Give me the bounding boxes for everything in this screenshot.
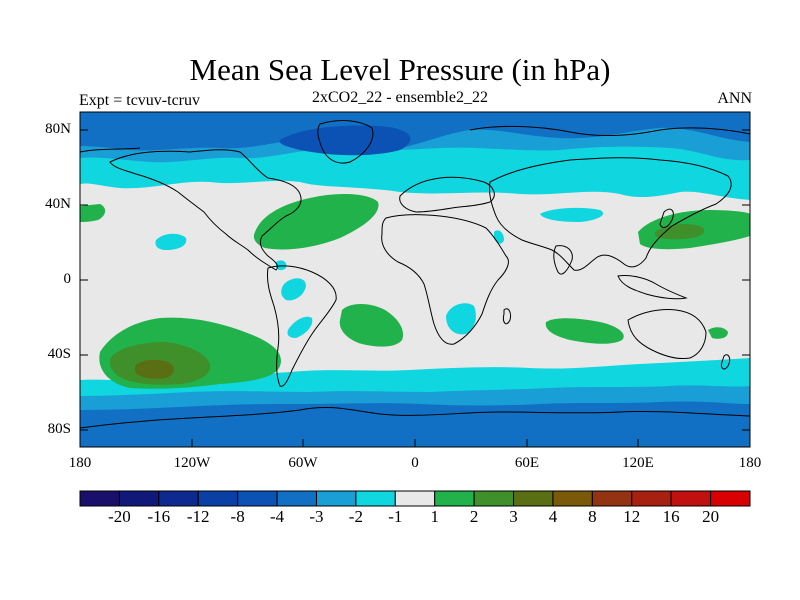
lat-tick-40s: 40S bbox=[47, 346, 71, 362]
south-america-low-patch-2 bbox=[287, 316, 313, 338]
east-pacific-low-patch bbox=[276, 260, 287, 271]
ensemble-label: 2xCO2_22 - ensemble2_22 bbox=[312, 89, 488, 106]
page-title: Mean Sea Level Pressure (in hPa) bbox=[189, 52, 611, 87]
lon-tick-180w: 180 bbox=[68, 455, 92, 471]
south-pacific-high-4 bbox=[135, 359, 174, 379]
lon-tick-60w: 60W bbox=[288, 455, 318, 471]
colorbar-label: -4 bbox=[269, 507, 285, 526]
eurasia-low-patch bbox=[540, 207, 604, 222]
colorbar-label: 20 bbox=[702, 507, 720, 526]
lat-tick-0: 0 bbox=[63, 271, 72, 287]
lat-tick-80s: 80S bbox=[47, 421, 71, 437]
north-atlantic-high-2 bbox=[253, 194, 379, 250]
colorbar-label: -3 bbox=[309, 507, 324, 526]
colorbar-label: 8 bbox=[588, 507, 597, 526]
colorbar-label: -2 bbox=[348, 507, 363, 526]
north-core-minus4 bbox=[279, 125, 411, 156]
lon-tick-120e: 120E bbox=[622, 455, 654, 471]
colorbar-label: -20 bbox=[108, 507, 131, 526]
axis-ticks bbox=[79, 129, 751, 447]
south-atlantic-high-2 bbox=[339, 304, 404, 347]
colorbar-label: -16 bbox=[147, 507, 171, 526]
indian-ocean-high-2 bbox=[545, 318, 624, 344]
colorbar-label: 4 bbox=[548, 507, 558, 526]
colorbar-label: 12 bbox=[623, 507, 641, 526]
colorbar-label: 3 bbox=[509, 507, 518, 526]
lon-tick-0: 0 bbox=[411, 455, 419, 471]
lon-tick-180e: 180 bbox=[738, 455, 762, 471]
lat-tick-80n: 80N bbox=[45, 121, 71, 137]
colorbar-label: -8 bbox=[230, 507, 245, 526]
africa-low-patch bbox=[446, 303, 476, 335]
lon-tick-120w: 120W bbox=[173, 455, 211, 471]
australia-east-high-2 bbox=[708, 327, 728, 339]
west-atlantic-high-2 bbox=[80, 204, 106, 222]
colorbar-label: -12 bbox=[186, 507, 210, 526]
experiment-label: Expt = tcvuv-tcruv bbox=[79, 92, 200, 109]
north-pacific-high-3 bbox=[655, 224, 705, 240]
atlantic-low-patch bbox=[155, 233, 187, 250]
season-label: ANN bbox=[717, 90, 752, 107]
colorbar-label: 1 bbox=[430, 507, 439, 526]
lat-tick-40n: 40N bbox=[45, 196, 71, 212]
south-america-low-patch bbox=[281, 278, 306, 301]
colorbar-label: 16 bbox=[662, 507, 680, 526]
north-band-minus3 bbox=[80, 112, 750, 151]
colorbar-label: -1 bbox=[388, 507, 403, 526]
colorbar-label: 2 bbox=[469, 507, 479, 526]
coastlines bbox=[80, 120, 750, 429]
lon-tick-60e: 60E bbox=[514, 455, 540, 471]
